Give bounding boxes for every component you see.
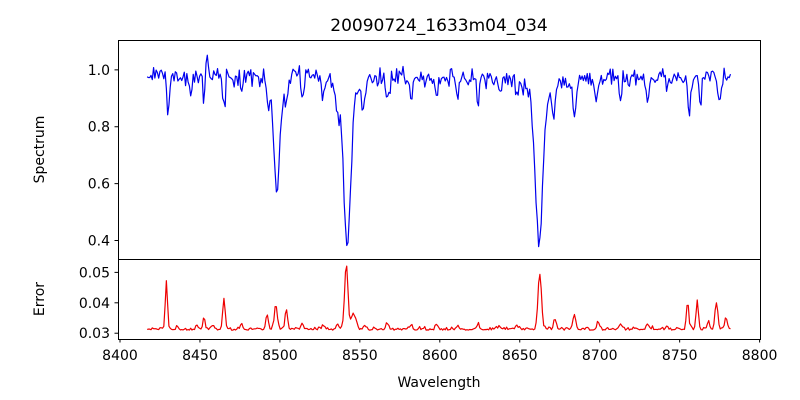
chart-title: 20090724_1633m04_034 bbox=[330, 16, 547, 36]
spectrum-y-axis-label: Spectrum bbox=[32, 116, 48, 184]
axis-ticks: 8400 8450 8500 8550 8600 8650 8700 8750 8800 1.0 0… bbox=[79, 63, 778, 364]
series-group bbox=[146, 54, 732, 331]
x-tick-label: 8450 bbox=[182, 348, 218, 364]
y-tick-label: 0.6 bbox=[88, 177, 110, 193]
y-tick-label: 0.03 bbox=[79, 326, 110, 342]
axes-frames bbox=[118, 40, 761, 340]
y-tick-label: 0.04 bbox=[79, 296, 110, 312]
x-axis-label: Wavelength bbox=[397, 375, 480, 391]
y-tick-label: 0.4 bbox=[88, 234, 110, 250]
x-tick-label: 8500 bbox=[262, 348, 298, 364]
y-tick-label: 1.0 bbox=[88, 63, 110, 79]
y-tick-label: 0.05 bbox=[79, 265, 110, 281]
x-tick-label: 8550 bbox=[342, 348, 378, 364]
x-tick-label: 8400 bbox=[102, 348, 138, 364]
x-tick-label: 8650 bbox=[502, 348, 538, 364]
y-tick-label: 0.8 bbox=[88, 120, 110, 136]
x-tick-label: 8800 bbox=[742, 348, 778, 364]
x-tick-label: 8750 bbox=[662, 348, 698, 364]
x-tick-label: 8600 bbox=[422, 348, 458, 364]
spectrum-line bbox=[146, 54, 732, 248]
x-tick-label: 8700 bbox=[582, 348, 618, 364]
error-y-axis-label: Error bbox=[32, 282, 48, 316]
error-line bbox=[147, 265, 731, 331]
